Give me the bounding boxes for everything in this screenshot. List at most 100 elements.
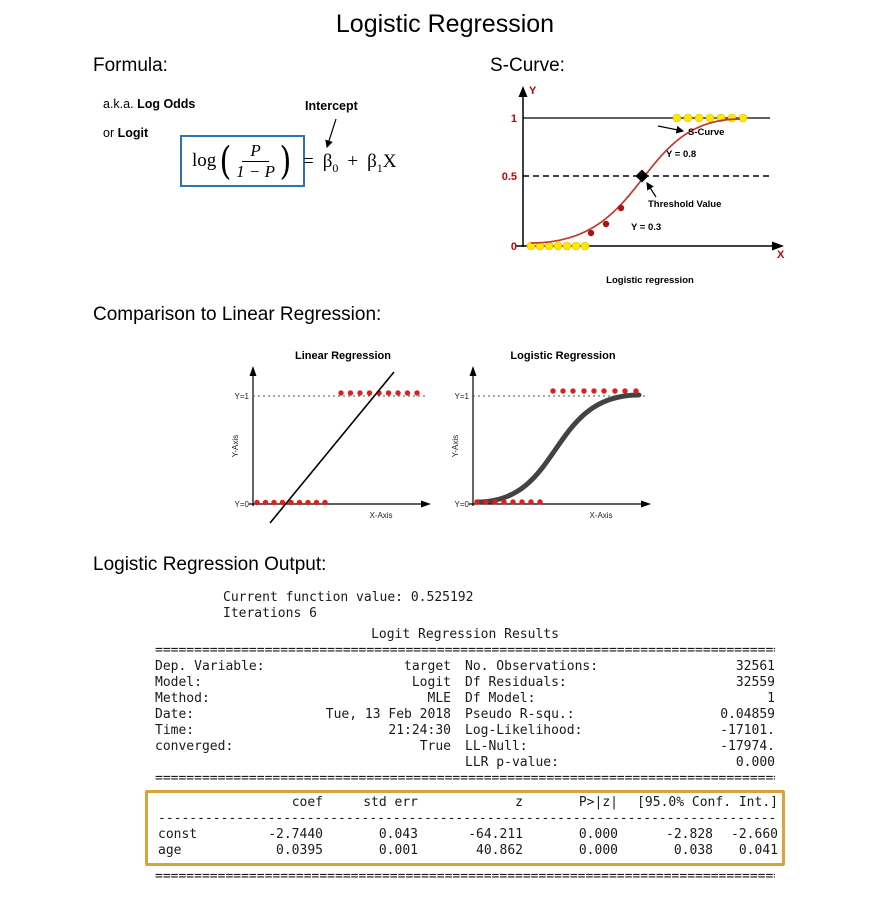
linear-regression-plot: Linear Regression Y=1 Y=0 Y-Axis X-Axis [231, 350, 431, 524]
coef-row-const: const -2.7440 0.043 -64.211 0.000 -2.828… [158, 827, 778, 843]
formula-scurve-row: Formula: a.k.a. Log Odds or Logit Interc… [0, 55, 890, 298]
z-value: -64.211 [468, 827, 523, 842]
tick-0: 0 [511, 241, 517, 253]
threshold-arrow [646, 182, 657, 198]
x-axis-arrow [641, 500, 651, 508]
ci-high-value: 0.041 [738, 843, 778, 858]
z-value: 40.862 [476, 843, 523, 858]
y-axis-arrow [469, 366, 477, 376]
y-axis-caption: Y-Axis [231, 435, 240, 457]
tick-1: 1 [511, 113, 517, 125]
summary-row: Method: MLE Df Model: 1 [155, 691, 775, 707]
coef-table-highlight-box: coef std err z P>|z| [95.0% Conf. Int.] … [145, 790, 785, 866]
beta0-term: β0 [322, 151, 339, 175]
summary-row: Time: 21:24:30 Log-Likelihood: -17101. [155, 723, 775, 739]
open-paren: ( [219, 139, 232, 183]
stderr-value: 0.043 [378, 827, 418, 842]
summary-label: Pseudo R-squ.: [465, 707, 575, 722]
formula-heading: Formula: [93, 55, 168, 76]
summary-value: Logit [411, 675, 451, 690]
summary-row: Date: Tue, 13 Feb 2018 Pseudo R-squ.: 0.04… [155, 707, 775, 723]
fraction-denominator: 1 − P [236, 161, 275, 181]
current-function-value-line: Current function value: 0.525192 [223, 590, 474, 605]
threshold-point-diamond [635, 169, 649, 183]
output-heading: Logistic Regression Output: [93, 554, 327, 575]
scurve-section: S-Curve: Y X 1 0.5 0 [490, 55, 790, 298]
coef-header-coef: coef [291, 795, 323, 810]
odds-fraction: P 1 − P [234, 141, 277, 181]
red-dots-top [550, 388, 639, 394]
x-axis-arrow [772, 241, 784, 251]
beta1-subscript: 1 [376, 160, 383, 175]
output-section: Logistic Regression Output: Current func… [0, 554, 890, 885]
coef-value: 0.0395 [276, 843, 323, 858]
x-axis-arrow [421, 500, 431, 508]
summary-value: -17974. [720, 739, 775, 754]
plus-sign: + [347, 151, 359, 172]
linear-fit-line [269, 371, 395, 524]
coef-table-header: coef std err z P>|z| [95.0% Conf. Int.] [158, 795, 778, 811]
formula-rhs: = β0 + β1X [303, 151, 397, 176]
red-dots-top [338, 390, 420, 396]
separator-double: ========================================… [155, 869, 775, 884]
log-odds-label: a.k.a. Log Odds [103, 97, 195, 111]
fraction-numerator: P [242, 141, 269, 162]
summary-label: Method: [155, 691, 210, 706]
x-variable: X [382, 151, 397, 172]
stderr-value: 0.001 [378, 843, 418, 858]
y0-label: Y=0 [455, 500, 470, 509]
iterations-line: Iterations 6 [223, 606, 317, 621]
scurve-heading: S-Curve: [490, 55, 565, 76]
summary-row: converged: True LL-Null: -17974. [155, 739, 775, 755]
summary-value: target [404, 659, 451, 674]
summary-value: 21:24:30 [388, 723, 451, 738]
scurve-caption: Logistic regression [606, 275, 694, 286]
coef-name: const [158, 827, 198, 842]
summary-row: Dep. Variable: target No. Observations: 32… [155, 659, 775, 675]
close-paren: ) [279, 139, 292, 183]
y08-label: Y = 0.8 [666, 149, 696, 160]
log-function: log [192, 150, 217, 172]
p-value: 0.000 [578, 827, 618, 842]
beta0-symbol: β [322, 151, 333, 172]
formula-section: Formula: a.k.a. Log Odds or Logit Interc… [93, 55, 490, 298]
y-axis-caption: Y-Axis [451, 435, 460, 457]
s-curve-diagram: Y X 1 0.5 0 Threshold Value Y = 0.8 [502, 85, 785, 286]
summary-value: 32559 [735, 675, 775, 690]
beta0-subscript: 0 [332, 160, 339, 175]
logit-label: or Logit [103, 126, 148, 140]
intercept-arrow [325, 118, 337, 149]
summary-label: No. Observations: [465, 659, 599, 674]
coef-header-p: P>|z| [578, 795, 618, 810]
separator-double: ========================================… [155, 771, 775, 786]
summary-label: Df Residuals: [465, 675, 567, 690]
coef-name: age [158, 843, 182, 858]
summary-value: 32561 [735, 659, 775, 674]
page-title: Logistic Regression [335, 10, 555, 38]
coef-header-blank [158, 795, 228, 811]
y0-label: Y=0 [235, 500, 250, 509]
x-axis-label: X [777, 249, 785, 261]
equals-sign: = [303, 151, 314, 172]
red-dots-bottom [254, 499, 328, 506]
summary-label: Time: [155, 723, 195, 738]
separator-single: ----------------------------------------… [158, 811, 778, 826]
coef-header-ci: [95.0% Conf. Int.] [637, 795, 778, 810]
summary-row: Model: Logit Df Residuals: 32559 [155, 675, 775, 691]
y1-label: Y=1 [455, 392, 470, 401]
beta1-symbol: β [367, 151, 377, 172]
results-title: Logit Regression Results [371, 627, 559, 642]
summary-label: Dep. Variable: [155, 659, 265, 674]
ci-low-value: 0.038 [673, 843, 713, 858]
p-value: 0.000 [578, 843, 618, 858]
or-prefix: or [103, 126, 115, 140]
y-axis-arrow [518, 86, 528, 97]
logistic-plot-title: Logistic Regression [510, 350, 615, 362]
coef-row-age: age 0.0395 0.001 40.862 0.000 0.038 0.04… [158, 843, 778, 859]
log-odds-text: Log Odds [137, 97, 196, 111]
y-axis-arrow [249, 366, 257, 376]
summary-label: Df Model: [465, 691, 536, 706]
aka-prefix: a.k.a. [103, 97, 134, 111]
summary-value: 0.04859 [720, 707, 775, 722]
logistic-fit-curve [474, 392, 642, 505]
